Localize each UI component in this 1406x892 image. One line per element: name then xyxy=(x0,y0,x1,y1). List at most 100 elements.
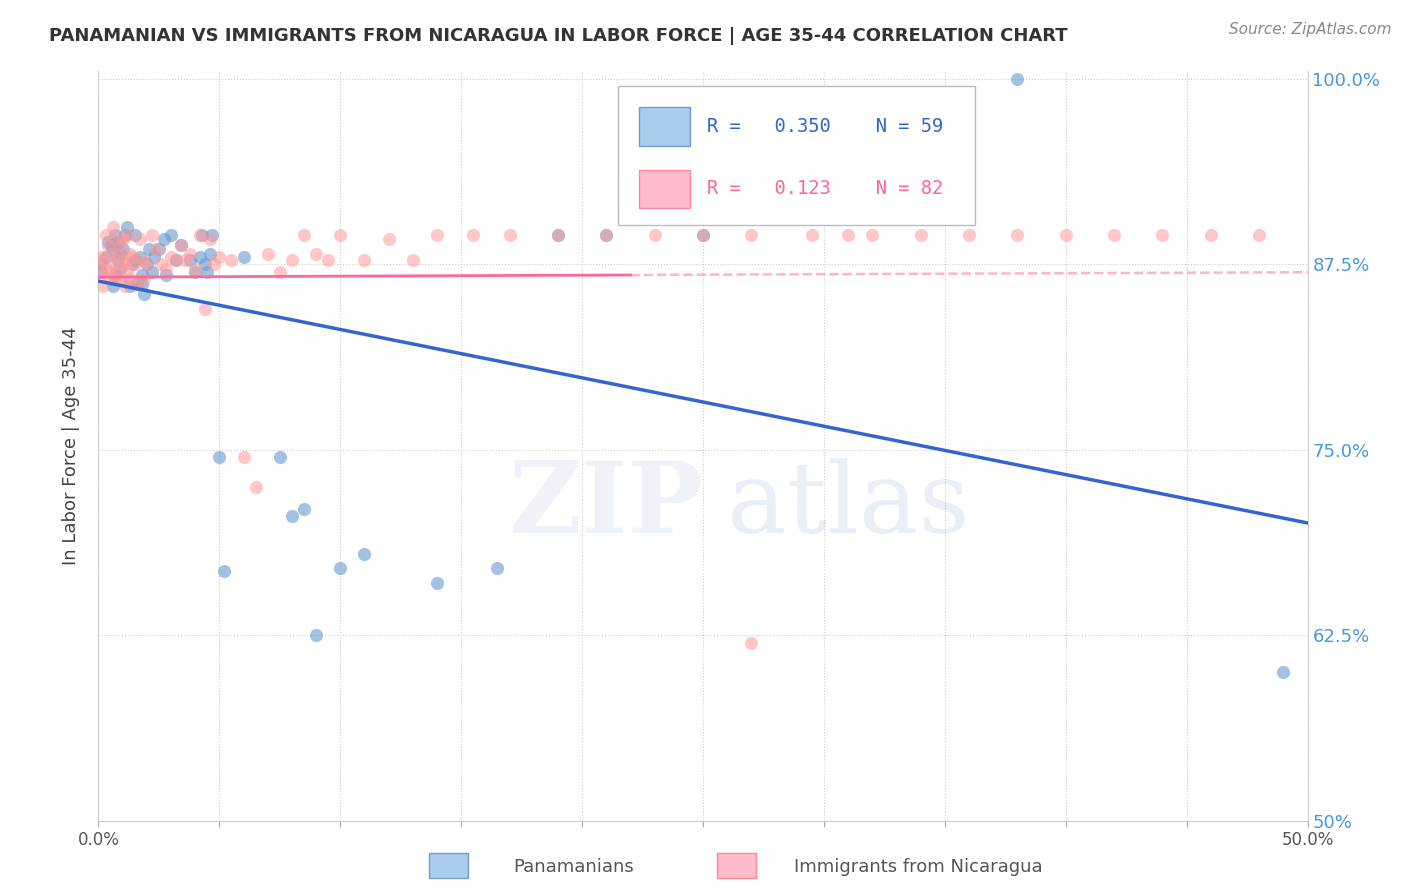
Point xyxy=(145,243,167,257)
Point xyxy=(194,301,217,316)
Point xyxy=(91,252,114,267)
Text: Source: ZipAtlas.com: Source: ZipAtlas.com xyxy=(1229,22,1392,37)
Point xyxy=(107,252,129,267)
Point xyxy=(191,227,214,242)
Point xyxy=(90,265,112,279)
Point xyxy=(194,257,217,271)
Point xyxy=(91,279,114,293)
Point xyxy=(108,272,131,286)
Point xyxy=(97,238,120,252)
Point xyxy=(134,272,156,286)
Point xyxy=(155,261,177,276)
Point xyxy=(281,252,304,267)
Point xyxy=(188,227,211,242)
Point xyxy=(281,509,304,524)
Point xyxy=(486,561,509,575)
Point xyxy=(127,277,149,291)
Y-axis label: In Labor Force | Age 35-44: In Labor Force | Age 35-44 xyxy=(62,326,80,566)
Point xyxy=(117,220,139,235)
Point xyxy=(463,227,485,242)
Point xyxy=(160,250,183,264)
Text: PANAMANIAN VS IMMIGRANTS FROM NICARAGUA IN LABOR FORCE | AGE 35-44 CORRELATION C: PANAMANIAN VS IMMIGRANTS FROM NICARAGUA … xyxy=(49,27,1067,45)
Point xyxy=(353,252,375,267)
Point xyxy=(94,261,117,276)
Point xyxy=(150,257,173,271)
Point xyxy=(107,235,129,249)
Point xyxy=(107,261,129,276)
Point xyxy=(1054,227,1077,242)
Point xyxy=(232,250,254,264)
Point xyxy=(198,232,221,246)
Point xyxy=(595,227,617,242)
Point xyxy=(114,227,136,242)
Point xyxy=(547,227,569,242)
Point xyxy=(124,252,146,267)
Point xyxy=(165,252,187,267)
Text: R =   0.350    N = 59: R = 0.350 N = 59 xyxy=(707,117,943,136)
Point xyxy=(124,227,146,242)
Text: Panamanians: Panamanians xyxy=(513,858,634,876)
Point xyxy=(692,227,714,242)
Point xyxy=(169,238,191,252)
Point xyxy=(138,243,160,257)
Point xyxy=(101,243,124,257)
Point xyxy=(232,450,254,464)
Point xyxy=(498,227,520,242)
Point xyxy=(184,261,207,276)
Point xyxy=(118,272,141,286)
Point xyxy=(377,232,399,246)
Point xyxy=(740,227,762,242)
Point xyxy=(131,268,153,282)
Bar xyxy=(638,107,690,146)
Point xyxy=(100,238,122,252)
Point xyxy=(188,250,211,264)
Point xyxy=(94,250,117,264)
Point xyxy=(198,247,221,261)
Point xyxy=(837,227,859,242)
Text: R =   0.123    N = 82: R = 0.123 N = 82 xyxy=(707,179,943,199)
Point xyxy=(256,247,278,261)
FancyBboxPatch shape xyxy=(619,87,976,225)
Point xyxy=(160,227,183,242)
Point xyxy=(118,279,141,293)
Point xyxy=(152,232,174,246)
Text: atlas: atlas xyxy=(727,458,970,554)
Point xyxy=(114,279,136,293)
Point xyxy=(111,232,134,246)
Point xyxy=(644,227,666,242)
Point xyxy=(111,252,134,267)
Point xyxy=(547,227,569,242)
Point xyxy=(104,232,127,246)
Point xyxy=(107,247,129,261)
Point xyxy=(100,247,122,261)
Point xyxy=(174,252,197,267)
Point xyxy=(117,265,139,279)
Point xyxy=(179,252,201,267)
Point xyxy=(595,227,617,242)
Point xyxy=(128,232,150,246)
Point xyxy=(121,250,143,264)
Point xyxy=(104,268,127,282)
Point xyxy=(1102,227,1125,242)
Point xyxy=(1007,227,1029,242)
Point xyxy=(800,227,823,242)
Point xyxy=(118,247,141,261)
Point xyxy=(269,265,291,279)
Point xyxy=(221,252,243,267)
Text: Immigrants from Nicaragua: Immigrants from Nicaragua xyxy=(794,858,1043,876)
Point xyxy=(155,268,177,282)
Point xyxy=(292,227,315,242)
Point xyxy=(101,220,124,235)
Point xyxy=(208,450,231,464)
Point xyxy=(740,635,762,649)
Point xyxy=(131,252,153,267)
Point xyxy=(208,250,231,264)
Point xyxy=(305,247,328,261)
Point xyxy=(108,261,131,276)
Point xyxy=(90,265,112,279)
Point xyxy=(117,227,139,242)
Point xyxy=(131,277,153,291)
Point xyxy=(128,250,150,264)
Point xyxy=(179,247,201,261)
Point xyxy=(100,265,122,279)
